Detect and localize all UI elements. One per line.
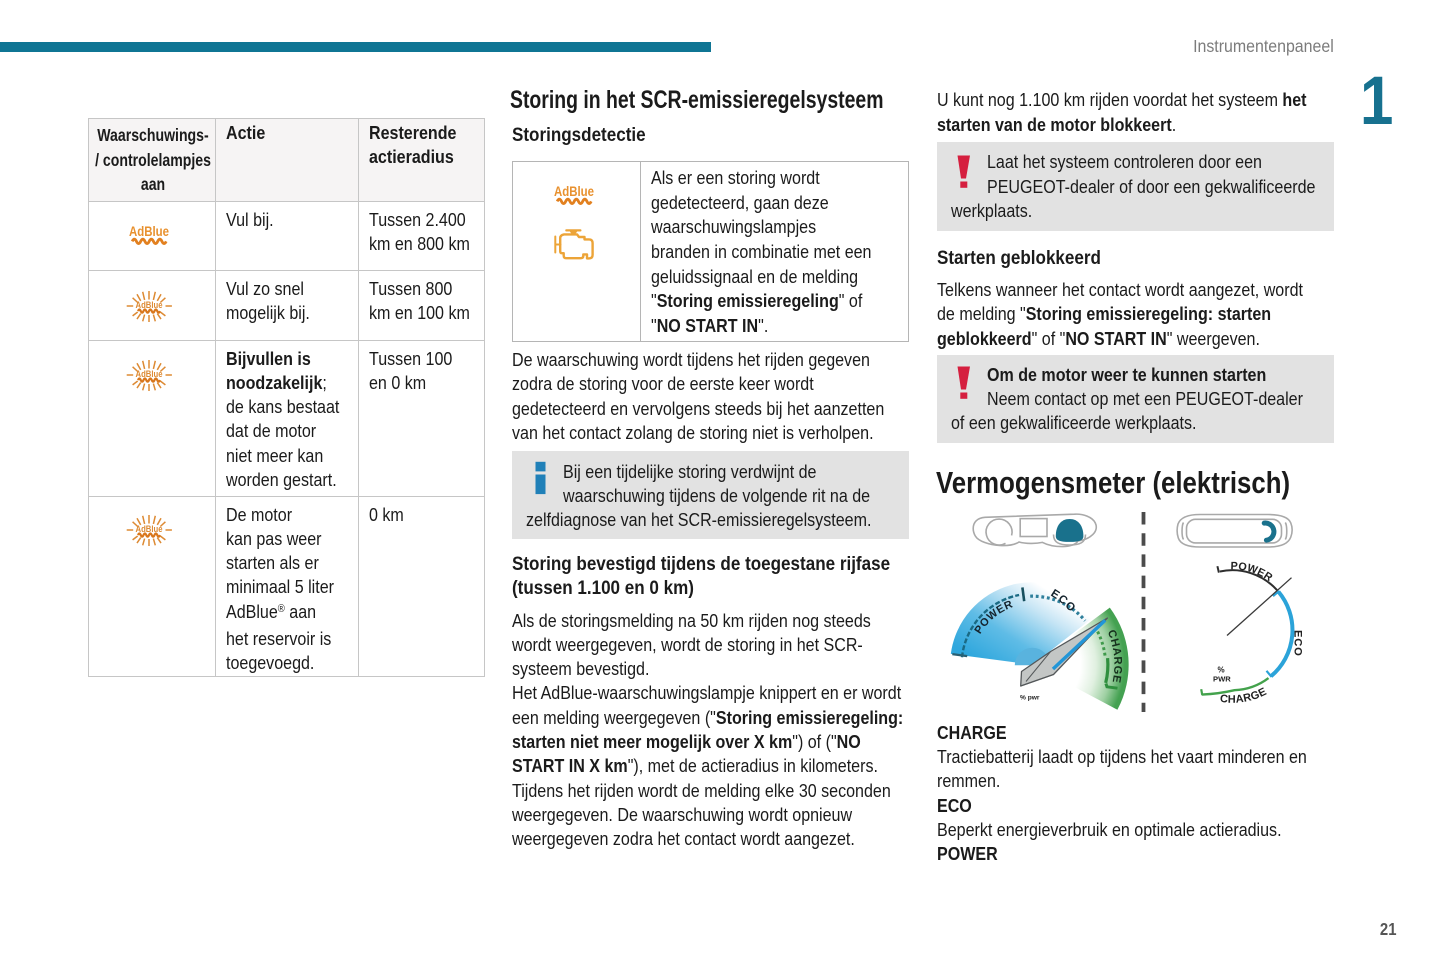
- svg-text:% pwr: % pwr: [1020, 695, 1040, 702]
- svg-text:AdBlue: AdBlue: [135, 369, 162, 380]
- svg-text:ECO: ECO: [1292, 630, 1304, 657]
- svg-text:AdBlue: AdBlue: [135, 300, 162, 311]
- svg-text:POWER: POWER: [1230, 560, 1274, 584]
- svg-text:AdBlue: AdBlue: [129, 224, 169, 239]
- svg-text:PWR: PWR: [1213, 675, 1231, 684]
- svg-text:AdBlue: AdBlue: [135, 524, 162, 535]
- svg-text:AdBlue: AdBlue: [554, 184, 594, 199]
- svg-text:%: %: [1218, 666, 1225, 675]
